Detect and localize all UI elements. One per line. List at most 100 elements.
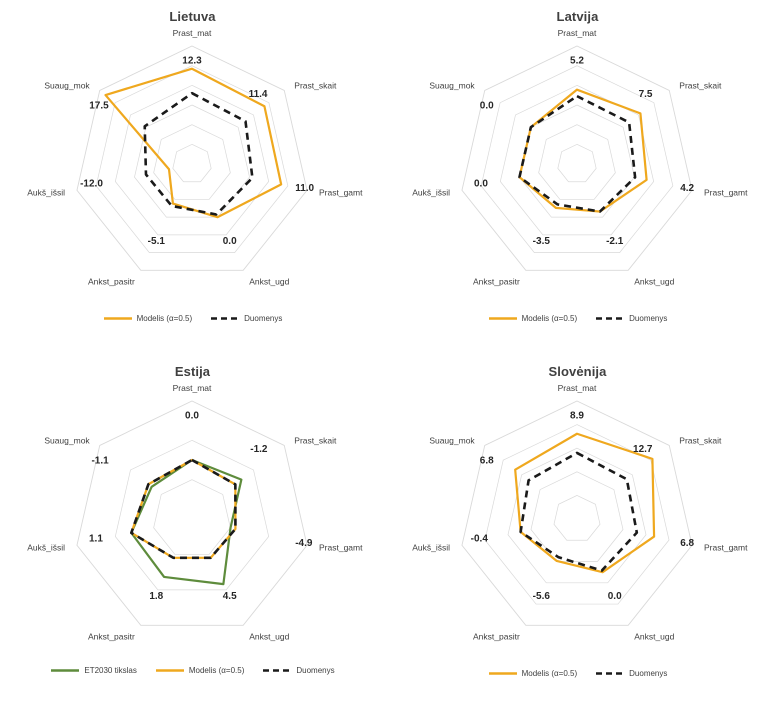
radar-plot-area: Prast_mat Prast_skait Prast_gamt Ankst_ugd A… bbox=[385, 377, 770, 660]
value-label-suaug_mok: -1.1 bbox=[91, 456, 109, 467]
legend-item-model[interactable]: Modelis (α=0.5) bbox=[103, 314, 193, 323]
legend-item-target[interactable]: ET2030 tikslas bbox=[50, 666, 137, 675]
axis-label-ankst_ugd: Ankst_ugd bbox=[634, 631, 674, 641]
legend-item-data[interactable]: Duomenys bbox=[595, 314, 667, 323]
legend-swatch-data bbox=[263, 669, 292, 672]
axis-label-prast_gamt: Prast_gamt bbox=[704, 187, 748, 197]
value-label-prast_gamt: -4.9 bbox=[295, 538, 313, 549]
value-label-ankst_pasitr: -5.1 bbox=[148, 236, 166, 247]
radar-series-model bbox=[518, 88, 648, 213]
radar-axis-labels: Prast_mat Prast_skait Prast_gamt Ankst_ugd A… bbox=[412, 28, 748, 286]
axis-label-prast_skait: Prast_skait bbox=[679, 80, 722, 90]
value-label-prast_mat: 5.2 bbox=[570, 56, 584, 67]
radar-value-labels: 0.0 -1.2 -4.9 4.5 1.8 1.1 -1.1 bbox=[89, 411, 313, 602]
legend-item-data[interactable]: Duomenys bbox=[595, 669, 667, 678]
legend-swatch-data bbox=[596, 317, 625, 320]
value-label-prast_mat: 0.0 bbox=[185, 411, 199, 422]
chart-legend: ET2030 tikslas Modelis (α=0.5) Duomenys bbox=[0, 666, 385, 675]
legend-label-model: Modelis (α=0.5) bbox=[521, 669, 578, 678]
axis-label-suaug_mok: Suaug_mok bbox=[429, 435, 475, 445]
axis-label-prast_mat: Prast_mat bbox=[173, 383, 212, 393]
radar-series-model bbox=[514, 432, 656, 574]
radar-plot-area: Prast_mat Prast_skait Prast_gamt Ankst_ugd A… bbox=[385, 22, 770, 305]
radar-axis-labels: Prast_mat Prast_skait Prast_gamt Ankst_ugd A… bbox=[27, 28, 363, 286]
legend-swatch-target bbox=[51, 669, 80, 672]
value-label-prast_gamt: 4.2 bbox=[680, 183, 694, 194]
legend-label-target: ET2030 tikslas bbox=[84, 666, 137, 675]
axis-label-ankst_ugd: Ankst_ugd bbox=[249, 631, 289, 641]
axis-label-prast_skait: Prast_skait bbox=[679, 435, 722, 445]
chart-panel-latvija: Latvija Prast_mat Prast_skait Prast_gamt Ank… bbox=[385, 0, 770, 355]
chart-legend: Modelis (α=0.5) Duomenys bbox=[385, 314, 770, 323]
value-label-ankst_ugd: 0.0 bbox=[608, 591, 622, 602]
axis-label-aukš_išsil: Aukš_išsil bbox=[27, 187, 65, 197]
value-label-prast_skait: 7.5 bbox=[639, 89, 653, 100]
axis-label-ankst_ugd: Ankst_ugd bbox=[249, 276, 289, 286]
axis-label-aukš_išsil: Aukš_išsil bbox=[27, 542, 65, 552]
value-label-prast_skait: -1.2 bbox=[250, 444, 268, 455]
axis-label-prast_skait: Prast_skait bbox=[294, 435, 337, 445]
legend-label-data: Duomenys bbox=[244, 314, 283, 323]
axis-label-suaug_mok: Suaug_mok bbox=[44, 80, 90, 90]
value-label-suaug_mok: 0.0 bbox=[480, 101, 494, 112]
radar-series-data bbox=[130, 458, 237, 560]
value-label-ankst_pasitr: 1.8 bbox=[149, 591, 163, 602]
axis-label-ankst_pasitr: Ankst_pasitr bbox=[473, 276, 520, 286]
axis-label-suaug_mok: Suaug_mok bbox=[44, 435, 90, 445]
value-label-prast_gamt: 11.0 bbox=[295, 183, 314, 194]
legend-swatch-model bbox=[488, 672, 517, 675]
axis-label-prast_mat: Prast_mat bbox=[558, 383, 597, 393]
axis-label-aukš_išsil: Aukš_išsil bbox=[412, 187, 450, 197]
radar-series-model bbox=[104, 67, 283, 219]
legend-item-data[interactable]: Duomenys bbox=[262, 666, 335, 675]
chart-title: Latvija bbox=[556, 9, 599, 24]
chart-title: Lietuva bbox=[169, 9, 216, 24]
legend-label-data: Duomenys bbox=[296, 666, 335, 675]
legend-item-model[interactable]: Modelis (α=0.5) bbox=[155, 666, 244, 675]
radar-grid bbox=[461, 400, 693, 626]
value-label-prast_mat: 12.3 bbox=[182, 56, 202, 67]
axis-label-suaug_mok: Suaug_mok bbox=[429, 80, 475, 90]
radar-plot-area: Prast_mat Prast_skait Prast_gamt Ankst_ugd A… bbox=[0, 377, 385, 660]
radar-grid bbox=[461, 45, 693, 271]
chart-title: Slovėnija bbox=[548, 364, 607, 379]
legend-label-data: Duomenys bbox=[629, 314, 668, 323]
radar-series-target bbox=[130, 458, 243, 586]
radar-value-labels: 8.9 12.7 6.8 0.0 -5.6 -0.4 6.8 bbox=[471, 411, 695, 602]
chart-legend: Modelis (α=0.5) Duomenys bbox=[385, 669, 770, 678]
legend-item-model[interactable]: Modelis (α=0.5) bbox=[488, 314, 577, 323]
radar-series-data bbox=[143, 91, 254, 216]
axis-label-prast_skait: Prast_skait bbox=[294, 80, 337, 90]
radar-plot-area: Prast_mat Prast_skait Prast_gamt Ankst_ugd A… bbox=[0, 22, 385, 305]
value-label-prast_skait: 11.4 bbox=[249, 89, 268, 100]
value-label-aukš_išsil: 1.1 bbox=[89, 533, 103, 544]
legend-swatch-model bbox=[155, 669, 184, 672]
chart-legend: Modelis (α=0.5) Duomenys bbox=[0, 314, 385, 323]
axis-label-aukš_išsil: Aukš_išsil bbox=[412, 542, 450, 552]
axis-label-ankst_pasitr: Ankst_pasitr bbox=[88, 276, 135, 286]
value-label-prast_gamt: 6.8 bbox=[680, 538, 694, 549]
value-label-ankst_ugd: 0.0 bbox=[223, 236, 237, 247]
legend-label-data: Duomenys bbox=[629, 669, 668, 678]
legend-item-model[interactable]: Modelis (α=0.5) bbox=[488, 669, 578, 678]
value-label-prast_skait: 12.7 bbox=[633, 444, 653, 455]
legend-swatch-model bbox=[103, 317, 132, 320]
radar-value-labels: 12.3 11.4 11.0 0.0 -5.1 -12.0 17.5 bbox=[80, 56, 314, 247]
radar-series-model bbox=[130, 458, 237, 559]
axis-label-ankst_ugd: Ankst_ugd bbox=[634, 276, 674, 286]
legend-swatch-model bbox=[488, 317, 517, 320]
axis-label-prast_mat: Prast_mat bbox=[173, 28, 212, 38]
value-label-aukš_išsil: 0.0 bbox=[474, 178, 488, 189]
radar-axis-labels: Prast_mat Prast_skait Prast_gamt Ankst_ugd A… bbox=[412, 383, 748, 641]
chart-title: Estija bbox=[174, 364, 211, 379]
legend-item-data[interactable]: Duomenys bbox=[210, 314, 282, 323]
legend-swatch-data bbox=[596, 672, 625, 675]
value-label-suaug_mok: 6.8 bbox=[480, 456, 494, 467]
legend-label-model: Modelis (α=0.5) bbox=[136, 314, 193, 323]
value-label-suaug_mok: 17.5 bbox=[89, 101, 109, 112]
axis-label-prast_gamt: Prast_gamt bbox=[704, 542, 748, 552]
value-label-ankst_ugd: -2.1 bbox=[606, 236, 624, 247]
value-label-aukš_išsil: -12.0 bbox=[80, 178, 103, 189]
radar-value-labels: 5.2 7.5 4.2 -2.1 -3.5 0.0 0.0 bbox=[474, 56, 695, 247]
